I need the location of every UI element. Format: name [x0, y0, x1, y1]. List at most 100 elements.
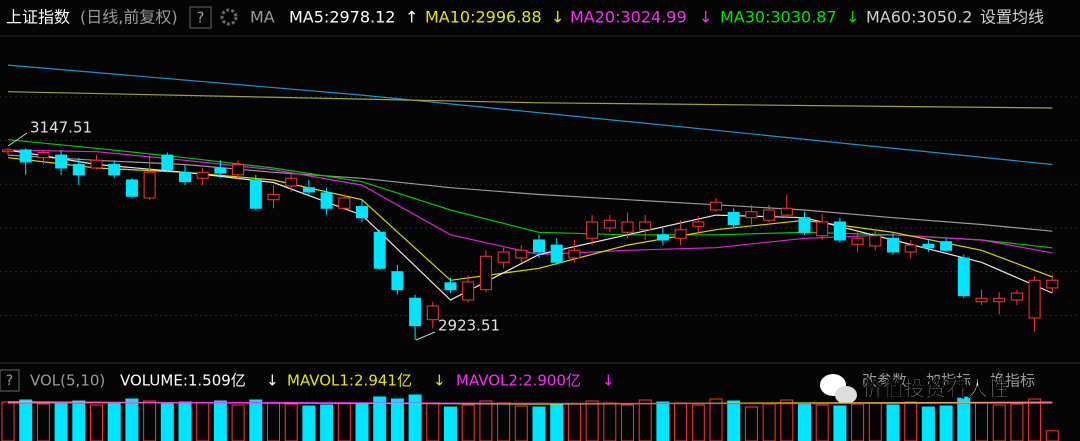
volume-bar: [691, 404, 705, 441]
volume-bar: [514, 405, 528, 441]
volume-bar: [160, 403, 174, 441]
candle-body: [851, 237, 864, 245]
help-box[interactable]: [189, 6, 212, 29]
volume-bar: [638, 399, 652, 441]
volume-bar: [975, 402, 988, 441]
candle-body: [426, 305, 439, 321]
candle-body: [462, 281, 475, 301]
candle-body: [90, 159, 103, 169]
ma-arrow: ↑: [405, 8, 418, 27]
ma-line: [7, 91, 1053, 109]
volume-bar: [107, 402, 121, 441]
ma-arrow: ↓: [846, 8, 859, 27]
volume-bar: [709, 398, 723, 441]
volume-bar: [621, 404, 634, 441]
candle-body: [993, 297, 1006, 303]
volume-bar: [1010, 403, 1024, 441]
volume-bar: [1045, 430, 1059, 441]
volume-bar: [249, 399, 263, 441]
indicator-button[interactable]: 换指标: [990, 372, 1035, 390]
volume-bar: [780, 399, 794, 441]
candle-body: [1010, 292, 1023, 301]
candle-body: [922, 243, 935, 249]
volume-bar: [992, 404, 1006, 441]
candle-body: [302, 187, 315, 193]
gear-icon[interactable]: [220, 8, 238, 26]
volume-bar: [461, 404, 475, 441]
volume-bar: [744, 406, 758, 441]
candle-body: [214, 167, 227, 174]
chart-title: 上证指数: [6, 8, 70, 27]
volume-bar: [213, 400, 227, 441]
volume-bar: [143, 400, 157, 441]
volume-bar: [656, 401, 670, 441]
candle-body: [497, 251, 510, 263]
volume-bar: [674, 402, 688, 441]
candle-body: [957, 257, 970, 297]
help[interactable]: ?: [197, 9, 205, 27]
candle-body: [940, 241, 953, 251]
volume-bar: [532, 406, 546, 441]
ma-arrow: ↓: [551, 8, 564, 27]
volume-bar: [904, 401, 918, 441]
vol-help[interactable]: ?: [6, 373, 13, 389]
annotation-arrow: [7, 132, 28, 147]
volume-bar: [196, 402, 210, 441]
candle-body: [125, 179, 138, 197]
indicator-button[interactable]: 改参数: [862, 372, 907, 390]
ma-arrow: ↓: [699, 8, 712, 27]
volume-bar: [408, 394, 422, 441]
vol-help-box[interactable]: [0, 369, 20, 392]
vol-value: VOLUME:1.509亿: [120, 372, 246, 390]
candle-body: [391, 271, 404, 291]
candle-body: [656, 234, 669, 241]
candle-body: [37, 152, 50, 159]
volume-bar: [90, 404, 103, 441]
volume-bar: [815, 404, 829, 441]
volume-bar: [479, 400, 493, 441]
wechat-icon: [820, 374, 857, 404]
indicator-button[interactable]: 加指标: [926, 372, 971, 390]
candle-body: [586, 221, 599, 239]
volume-bar: [19, 399, 33, 441]
volume-bar: [762, 403, 776, 441]
candle-body: [196, 171, 209, 179]
candle-body: [904, 244, 917, 253]
ma-line: [7, 401, 1053, 405]
volume-bar: [426, 402, 440, 441]
settings[interactable]: 设置均线: [980, 8, 1044, 27]
candle-body: [816, 221, 829, 237]
candle-body: [409, 297, 422, 327]
candle-body: [444, 282, 457, 291]
volume-bar: [373, 396, 387, 441]
candle-body: [1046, 279, 1059, 289]
candle-body: [320, 192, 333, 209]
candle-body: [479, 255, 492, 291]
candle-body: [285, 177, 298, 187]
volume-bar: [72, 400, 86, 441]
candle-body: [887, 237, 899, 253]
annotation-arrow: [415, 331, 436, 341]
volume-bar: [1028, 398, 1042, 441]
volume-bar: [302, 405, 316, 441]
candle-body: [2, 149, 14, 153]
subtitle: (日线,前复权): [80, 8, 178, 27]
volume-bar: [444, 406, 457, 441]
volume-bar: [550, 404, 564, 441]
vol-arrow: ↓: [433, 372, 446, 390]
vol-arrow: ↓: [266, 372, 279, 390]
candle-body: [603, 219, 616, 229]
ma-line: [7, 64, 1053, 166]
ma-line: [7, 154, 1053, 232]
ma-value: MA10:2996.88: [425, 8, 542, 27]
candle-body: [674, 229, 687, 239]
candle-body: [621, 221, 634, 233]
volume-bar: [125, 398, 139, 441]
candle-body: [533, 239, 545, 253]
volume-bar: [267, 402, 280, 441]
candle-body: [232, 164, 245, 176]
volume-bar: [939, 405, 953, 441]
